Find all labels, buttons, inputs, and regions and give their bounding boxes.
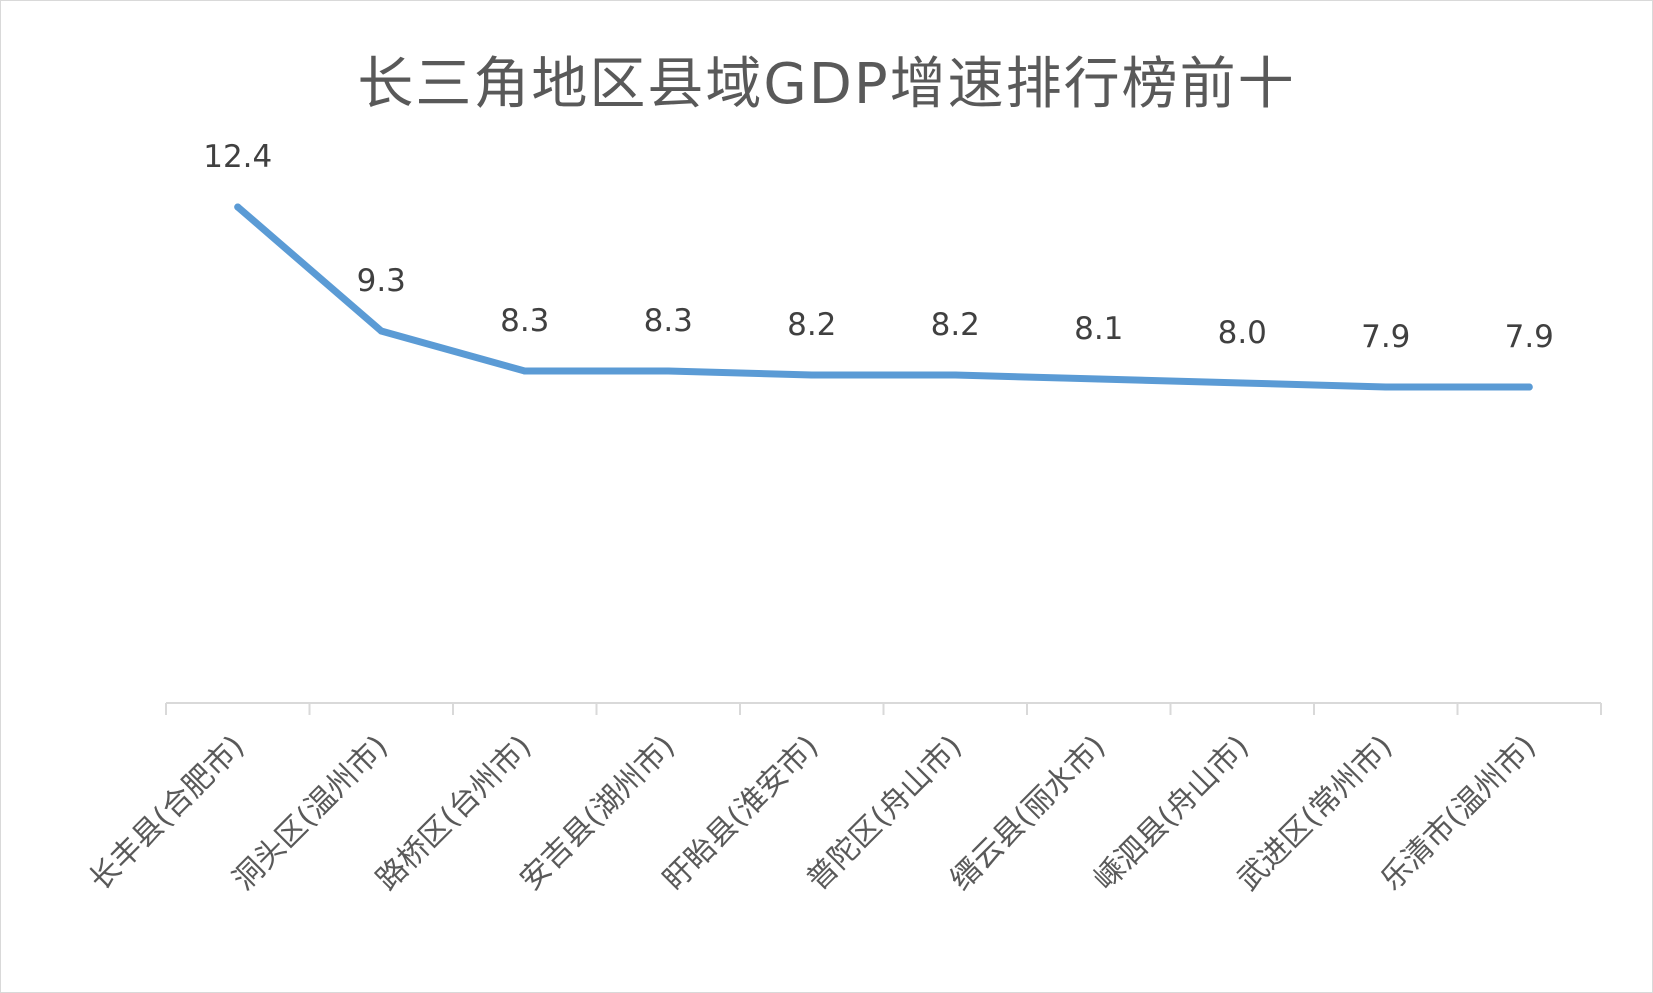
data-point — [951, 371, 959, 379]
data-label: 7.9 — [1505, 319, 1554, 355]
chart-title: 长三角地区县域GDP增速排行榜前十 — [357, 52, 1296, 117]
data-label: 8.2 — [931, 307, 980, 343]
data-label: 8.1 — [1074, 311, 1123, 347]
data-label: 8.3 — [644, 303, 693, 339]
x-tick-label: 乐清市(温州市) — [1374, 729, 1543, 898]
data-label: 9.3 — [357, 263, 406, 299]
data-point — [664, 367, 672, 375]
data-label: 8.0 — [1218, 315, 1267, 351]
data-label: 12.4 — [203, 139, 272, 175]
data-point — [377, 327, 385, 335]
series-line — [234, 203, 1533, 391]
data-label: 7.9 — [1361, 319, 1410, 355]
data-label: 8.3 — [500, 303, 549, 339]
data-label: 8.2 — [787, 307, 836, 343]
data-point — [1382, 383, 1390, 391]
data-point — [234, 203, 242, 211]
data-point — [1095, 375, 1103, 383]
data-point — [1238, 379, 1246, 387]
data-point — [1525, 383, 1533, 391]
data-point — [521, 367, 529, 375]
data-point — [808, 371, 816, 379]
